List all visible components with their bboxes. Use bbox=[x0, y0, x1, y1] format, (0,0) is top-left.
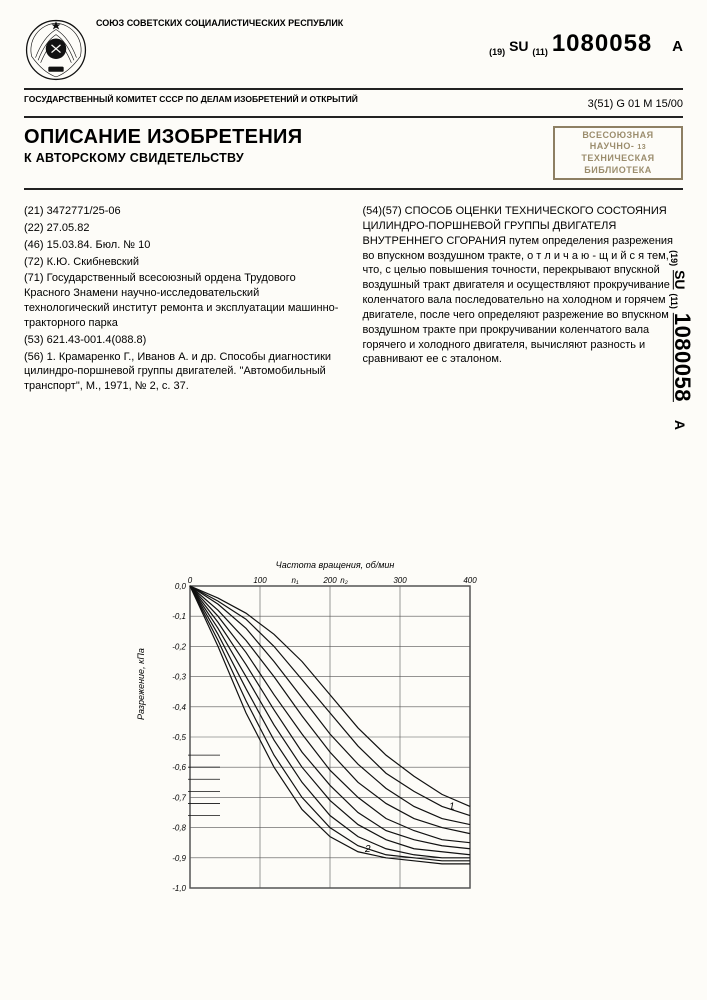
main-title: ОПИСАНИЕ ИЗОБРЕТЕНИЯ bbox=[24, 126, 553, 149]
code-suffix: A bbox=[672, 38, 683, 55]
stamp-line: ТЕХНИЧЕСКАЯ bbox=[563, 153, 673, 165]
sub-title: К АВТОРСКОМУ СВИДЕТЕЛЬСТВУ bbox=[24, 151, 553, 165]
chart-x-label: Частота вращения, об/мин bbox=[190, 560, 480, 570]
svg-text:-0,2: -0,2 bbox=[172, 642, 186, 651]
field-71: (71) Государственный всесоюзный ордена Т… bbox=[24, 271, 345, 330]
svg-text:-0,4: -0,4 bbox=[172, 703, 186, 712]
svg-text:n₂: n₂ bbox=[340, 576, 348, 585]
classification-code: 3(51) G 01 M 15/00 bbox=[576, 94, 683, 110]
svg-text:300: 300 bbox=[393, 576, 407, 585]
field-72: (72) К.Ю. Скибневский bbox=[24, 255, 345, 270]
patent-code: (19) SU (11) 1080058 A bbox=[489, 18, 683, 58]
chart-container: Частота вращения, об/мин Разрежение, кПа… bbox=[150, 560, 480, 907]
svg-text:-0,1: -0,1 bbox=[172, 612, 186, 621]
svg-text:100: 100 bbox=[253, 576, 267, 585]
svg-text:-0,8: -0,8 bbox=[172, 824, 186, 833]
svg-text:-0,6: -0,6 bbox=[172, 763, 186, 772]
svg-text:n₁: n₁ bbox=[292, 576, 299, 585]
abstract-body: путем определения разрежения во впускном… bbox=[363, 235, 674, 366]
field-46: (46) 15.03.84. Бюл. № 10 bbox=[24, 238, 345, 253]
spine-suffix: A bbox=[672, 420, 688, 430]
svg-text:0: 0 bbox=[188, 576, 193, 585]
spine-code: (19) SU (11) 1080058 A bbox=[669, 250, 695, 430]
stamp-line: ВСЕСОЮЗНАЯ bbox=[563, 130, 673, 142]
library-stamp: ВСЕСОЮЗНАЯ НАУЧНО- 13 ТЕХНИЧЕСКАЯ БИБЛИО… bbox=[553, 126, 683, 180]
svg-text:0,0: 0,0 bbox=[175, 582, 187, 591]
abstract-text: (54)(57) СПОСОБ ОЦЕНКИ ТЕХНИЧЕСКОГО СОСТ… bbox=[363, 204, 684, 367]
biblio-column: (21) 3472771/25-06 (22) 27.05.82 (46) 15… bbox=[24, 204, 345, 396]
chart-svg: 0 100 200 300 400 n₁ n₂ 0,0 -0,1 -0,2 -0,3 -0,4 -0,5… bbox=[150, 572, 480, 902]
code-sub: (11) bbox=[532, 47, 548, 57]
svg-text:200: 200 bbox=[322, 576, 337, 585]
svg-text:-0,7: -0,7 bbox=[172, 793, 186, 802]
header-second-row: ГОСУДАРСТВЕННЫЙ КОМИТЕТ СССР ПО ДЕЛАМ ИЗ… bbox=[24, 90, 683, 118]
svg-text:1: 1 bbox=[449, 801, 455, 812]
committee-label: ГОСУДАРСТВЕННЫЙ КОМИТЕТ СССР ПО ДЕЛАМ ИЗ… bbox=[24, 94, 576, 110]
field-56: (56) 1. Крамаренко Г., Иванов А. и др. С… bbox=[24, 350, 345, 395]
stamp-line: БИБЛИОТЕКА bbox=[563, 165, 673, 177]
svg-text:400: 400 bbox=[463, 576, 477, 585]
field-53: (53) 621.43-001.4(088.8) bbox=[24, 333, 345, 348]
body-columns: (21) 3472771/25-06 (22) 27.05.82 (46) 15… bbox=[24, 190, 683, 396]
field-22: (22) 27.05.82 bbox=[24, 221, 345, 236]
svg-text:-0,3: -0,3 bbox=[172, 673, 186, 682]
spine-prefix: (19) bbox=[669, 250, 679, 266]
field-21: (21) 3472771/25-06 bbox=[24, 204, 345, 219]
code-su: SU bbox=[509, 38, 528, 54]
abstract-column: (54)(57) СПОСОБ ОЦЕНКИ ТЕХНИЧЕСКОГО СОСТ… bbox=[363, 204, 684, 396]
stamp-line: НАУЧНО- 13 bbox=[563, 141, 673, 153]
svg-text:2: 2 bbox=[364, 844, 371, 855]
title-block: ОПИСАНИЕ ИЗОБРЕТЕНИЯ К АВТОРСКОМУ СВИДЕТ… bbox=[24, 126, 553, 165]
union-label: СОЮЗ СОВЕТСКИХ СОЦИАЛИСТИЧЕСКИХ РЕСПУБЛИ… bbox=[96, 18, 481, 29]
patent-page: СОЮЗ СОВЕТСКИХ СОЦИАЛИСТИЧЕСКИХ РЕСПУБЛИ… bbox=[0, 0, 707, 1000]
header-top-row: СОЮЗ СОВЕТСКИХ СОЦИАЛИСТИЧЕСКИХ РЕСПУБЛИ… bbox=[24, 18, 683, 90]
chart-y-label: Разрежение, кПа bbox=[136, 648, 146, 720]
svg-text:-0,9: -0,9 bbox=[172, 854, 186, 863]
svg-text:-1,0: -1,0 bbox=[172, 884, 186, 893]
spine-su: SU bbox=[672, 270, 688, 289]
svg-text:-0,5: -0,5 bbox=[172, 733, 186, 742]
patent-number: 1080058 bbox=[552, 30, 652, 57]
title-row: ОПИСАНИЕ ИЗОБРЕТЕНИЯ К АВТОРСКОМУ СВИДЕТ… bbox=[24, 118, 683, 190]
code-prefix: (19) bbox=[489, 47, 505, 57]
ussr-emblem bbox=[24, 18, 88, 82]
spine-number: 1080058 bbox=[670, 313, 695, 402]
spine-sub: (11) bbox=[669, 293, 679, 309]
